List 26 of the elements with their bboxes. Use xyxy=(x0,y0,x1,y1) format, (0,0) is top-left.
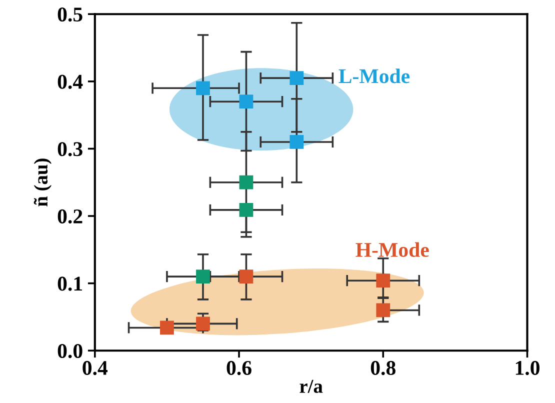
point xyxy=(376,274,390,288)
x-tick-label: 0.6 xyxy=(226,360,252,376)
point xyxy=(196,316,210,331)
y-tick-label: 0.5 xyxy=(58,7,82,22)
y-tick-label: 0.1 xyxy=(58,276,82,291)
point xyxy=(290,71,304,85)
x-axis-title: r/a xyxy=(300,380,323,393)
y-tick-label: 0.3 xyxy=(58,142,82,156)
point xyxy=(196,81,210,96)
x-tick-label: 0.8 xyxy=(370,360,396,376)
y-tick-label: 0.0 xyxy=(58,344,82,358)
point xyxy=(239,203,254,217)
series-label: H-Mode xyxy=(356,242,429,257)
point xyxy=(239,175,254,190)
y-axis-title: ñ (au) xyxy=(34,158,52,206)
x-tick-label: 0.4 xyxy=(82,360,108,376)
point xyxy=(376,303,390,318)
point xyxy=(239,270,254,284)
point xyxy=(239,94,254,109)
x-tick-label: 1.0 xyxy=(516,360,540,376)
y-tick-label: 0.4 xyxy=(58,74,83,89)
point xyxy=(196,270,210,284)
series-label: L-Mode xyxy=(338,68,410,84)
point xyxy=(160,320,174,335)
point xyxy=(290,135,304,149)
y-tick-label: 0.2 xyxy=(58,209,82,224)
